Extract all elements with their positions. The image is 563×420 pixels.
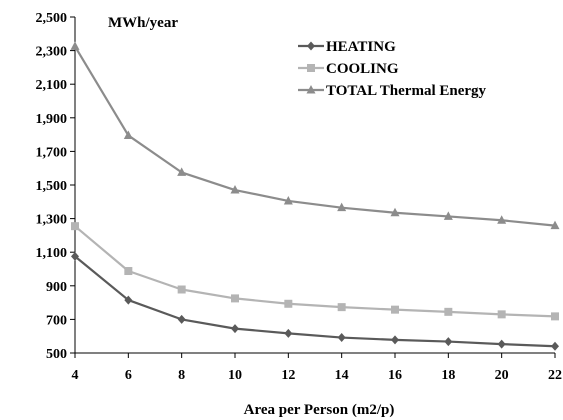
series-line: [74, 225, 556, 318]
y-tick-label: 1,300: [36, 213, 68, 228]
data-point: [284, 299, 293, 308]
series-2: [71, 222, 559, 321]
x-tick-label: 10: [228, 368, 242, 383]
legend-label: TOTAL Thermal Energy: [326, 83, 487, 99]
data-point: [283, 195, 293, 205]
y-tick-label: 900: [46, 280, 67, 295]
x-tick-label: 4: [72, 368, 79, 383]
legend-label: COOLING: [326, 61, 399, 77]
axes: 500 700 900 1,100 1,300 1,500 1,700 1,900 2,100 2…: [36, 11, 563, 383]
y-tick-label: 1,500: [36, 179, 68, 194]
legend-item: HEATING: [298, 39, 396, 55]
data-point: [391, 305, 399, 314]
data-point: [231, 294, 239, 303]
x-tick-label: 12: [281, 368, 295, 383]
x-tick-label: 8: [178, 368, 185, 383]
data-point: [71, 222, 79, 231]
legend: HEATING COOLING TOTAL Thermal Energy: [298, 39, 487, 99]
legend-marker: [307, 64, 315, 72]
y-tick-label: 500: [46, 347, 67, 362]
data-point: [337, 333, 346, 343]
y-tick-label: 1,100: [36, 246, 68, 261]
data-point: [284, 328, 293, 338]
y-tick-label: 2,100: [36, 78, 68, 93]
x-tick-label: 6: [125, 368, 132, 383]
data-point: [177, 314, 186, 324]
data-point: [497, 310, 506, 319]
data-point: [443, 211, 453, 220]
y-tick-label: 2,300: [36, 45, 68, 60]
x-tick-label: 16: [388, 368, 402, 383]
data-point: [337, 303, 346, 312]
data-point: [123, 130, 133, 139]
data-point: [551, 312, 559, 321]
legend-item: COOLING: [298, 61, 399, 77]
legend-label: HEATING: [326, 39, 396, 55]
x-tick-label: 14: [335, 368, 349, 383]
series-layer: [70, 41, 560, 351]
y-tick-label: 1,700: [36, 145, 68, 160]
legend-item: TOTAL Thermal Energy: [298, 83, 487, 99]
data-point: [444, 337, 453, 347]
data-point: [391, 335, 399, 345]
data-point: [177, 285, 186, 294]
series-3: [70, 41, 560, 230]
data-point: [230, 185, 240, 194]
data-point: [550, 220, 560, 230]
y-tick-label: 700: [46, 313, 67, 328]
series-line: [74, 45, 556, 227]
data-point: [71, 251, 79, 261]
data-point: [390, 207, 400, 217]
x-axis-title: Area per Person (m2/p): [244, 402, 395, 418]
data-point: [177, 167, 187, 176]
data-point: [551, 341, 559, 351]
x-tick-label: 18: [441, 368, 455, 383]
data-point: [124, 267, 133, 276]
x-tick-label: 20: [495, 368, 509, 383]
legend-marker: [307, 41, 315, 51]
data-point: [70, 41, 80, 50]
data-point: [497, 215, 507, 224]
unit-label: MWh/year: [108, 15, 178, 31]
legend-marker: [306, 85, 316, 94]
data-point: [337, 202, 347, 212]
series-line: [74, 255, 556, 348]
data-point: [444, 307, 453, 316]
y-tick-label: 2,500: [36, 11, 68, 26]
series-1: [71, 251, 559, 351]
x-tick-label: 22: [548, 368, 562, 383]
data-point: [231, 324, 239, 334]
y-tick-label: 1,900: [36, 112, 68, 127]
data-point: [124, 295, 133, 305]
data-point: [497, 339, 506, 349]
